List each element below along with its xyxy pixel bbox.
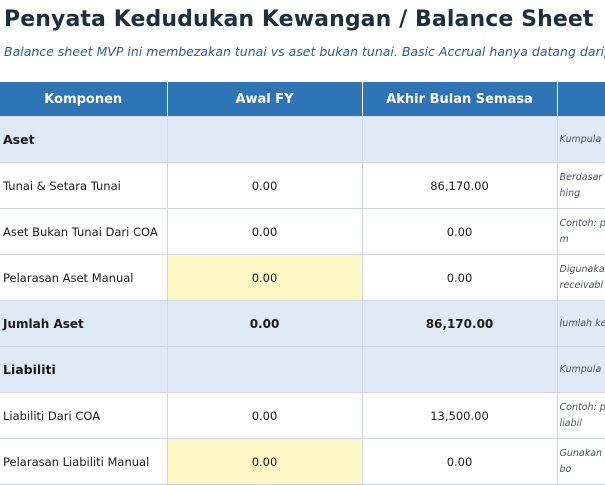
cell-akhir[interactable]: 86,170.00 xyxy=(362,163,557,209)
cell-note[interactable]: Digunaka receivabl xyxy=(557,255,605,301)
note-text: Kumpula xyxy=(560,132,605,148)
cell-awal[interactable]: 0.00 xyxy=(167,209,362,255)
cell-note[interactable]: Contoh: p direkod m xyxy=(557,209,605,255)
note-text: Contoh: p COA liabil xyxy=(560,400,605,432)
note-text: Kumpula xyxy=(560,362,605,378)
column-header-nota[interactable] xyxy=(557,82,605,117)
row-label[interactable]: Pelarasan Aset Manual xyxy=(0,255,167,301)
manual-input-cell-awal[interactable]: 0.00 xyxy=(167,439,362,485)
header-row: Komponen Awal FY Akhir Bulan Semasa xyxy=(0,82,605,117)
cell-akhir[interactable]: 86,170.00 xyxy=(362,301,557,347)
table-row-aset-bukan-tunai: Aset Bukan Tunai Dari COA 0.00 0.00 Cont… xyxy=(0,209,605,255)
note-text: Gunakan belum bo xyxy=(560,446,605,478)
row-label[interactable]: Tunai & Setara Tunai xyxy=(0,163,167,209)
table-row-jumlah-aset: Jumlah Aset 0.00 86,170.00 Jumlah ke xyxy=(0,301,605,347)
cell-note[interactable]: Kumpula xyxy=(557,347,605,393)
page-title: Penyata Kedudukan Kewangan / Balance She… xyxy=(4,7,594,32)
table-row-liabiliti-coa: Liabiliti Dari COA 0.00 13,500.00 Contoh… xyxy=(0,393,605,439)
column-header-awal-fy[interactable]: Awal FY xyxy=(167,82,362,117)
manual-input-cell-awal[interactable]: 0.00 xyxy=(167,255,362,301)
row-label[interactable]: Aset Bukan Tunai Dari COA xyxy=(0,209,167,255)
cell-note[interactable]: Contoh: p COA liabil xyxy=(557,393,605,439)
cell-akhir[interactable] xyxy=(362,347,557,393)
cell-akhir[interactable]: 0.00 xyxy=(362,255,557,301)
table-row-pelarasan-aset: Pelarasan Aset Manual 0.00 0.00 Digunaka… xyxy=(0,255,605,301)
note-text: Berdasar tunai hing xyxy=(560,170,605,202)
cell-awal[interactable]: 0.00 xyxy=(167,301,362,347)
balance-sheet-table: Komponen Awal FY Akhir Bulan Semasa Aset… xyxy=(0,82,605,485)
row-label[interactable]: Liabiliti xyxy=(0,347,167,393)
table-row-pelarasan-liabiliti: Pelarasan Liabiliti Manual 0.00 0.00 Gun… xyxy=(0,439,605,485)
cell-note[interactable]: Kumpula xyxy=(557,117,605,163)
note-text: Contoh: p direkod m xyxy=(560,216,605,248)
row-label[interactable]: Jumlah Aset xyxy=(0,301,167,347)
cell-note[interactable]: Jumlah ke xyxy=(557,301,605,347)
row-label[interactable]: Aset xyxy=(0,117,167,163)
table-row-tunai: Tunai & Setara Tunai 0.00 86,170.00 Berd… xyxy=(0,163,605,209)
row-label[interactable]: Pelarasan Liabiliti Manual xyxy=(0,439,167,485)
cell-note[interactable]: Gunakan belum bo xyxy=(557,439,605,485)
cell-awal[interactable] xyxy=(167,347,362,393)
row-label[interactable]: Liabiliti Dari COA xyxy=(0,393,167,439)
cell-awal[interactable]: 0.00 xyxy=(167,163,362,209)
note-text: Jumlah ke xyxy=(560,316,605,332)
cell-akhir[interactable]: 0.00 xyxy=(362,439,557,485)
note-text: Digunaka receivabl xyxy=(560,262,605,294)
cell-awal[interactable] xyxy=(167,117,362,163)
cell-akhir[interactable]: 0.00 xyxy=(362,209,557,255)
cell-akhir[interactable] xyxy=(362,117,557,163)
table-row-liabiliti: Liabiliti Kumpula xyxy=(0,347,605,393)
table-row-aset: Aset Kumpula xyxy=(0,117,605,163)
cell-awal[interactable]: 0.00 xyxy=(167,393,362,439)
cell-akhir[interactable]: 13,500.00 xyxy=(362,393,557,439)
page-subtitle: Balance sheet MVP ini membezakan tunai v… xyxy=(4,44,605,59)
column-header-akhir-bulan[interactable]: Akhir Bulan Semasa xyxy=(362,82,557,117)
cell-note[interactable]: Berdasar tunai hing xyxy=(557,163,605,209)
column-header-komponen[interactable]: Komponen xyxy=(0,82,167,117)
